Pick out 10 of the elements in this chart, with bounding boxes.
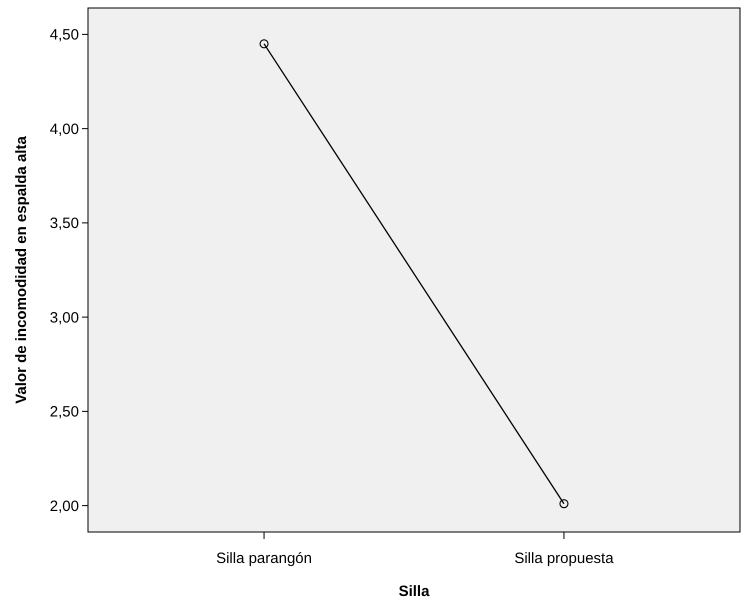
x-tick-label: Silla parangón [216, 550, 312, 567]
y-tick-label: 4,00 [50, 120, 79, 138]
y-tick-label: 4,50 [50, 26, 79, 44]
y-tick-label: 2,50 [50, 404, 79, 421]
y-tick-label: 3,50 [50, 215, 79, 232]
y-tick-label: 3,00 [50, 309, 79, 326]
x-axis-title: Silla [398, 583, 430, 600]
y-axis-title: Valor de incomodidad en espalda alta [13, 136, 30, 404]
x-tick-label: Silla propuesta [514, 550, 614, 567]
y-tick-label: 2,00 [50, 498, 79, 515]
